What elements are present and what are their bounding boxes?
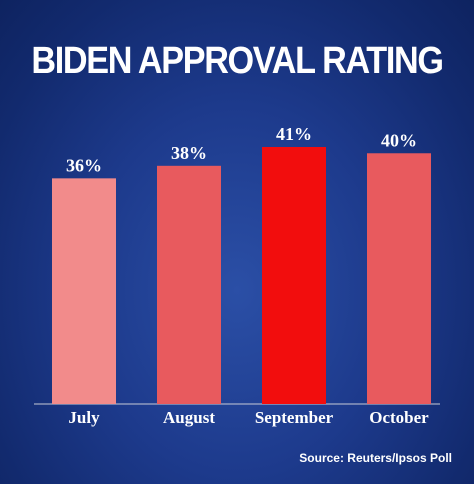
- category-label-september: September: [255, 408, 334, 427]
- value-label-october: 40%: [381, 130, 417, 150]
- bar-july: [52, 178, 116, 404]
- category-label-october: October: [369, 408, 429, 427]
- value-label-august: 38%: [171, 143, 207, 163]
- bar-september: [262, 147, 326, 404]
- bars-group: 36% July 38% August 41% September 40% October: [52, 124, 431, 427]
- source-note: Source: Reuters/Ipsos Poll: [299, 451, 452, 465]
- value-label-september: 41%: [276, 124, 312, 144]
- value-label-july: 36%: [66, 155, 102, 175]
- bar-august: [157, 165, 221, 404]
- category-label-august: August: [163, 408, 215, 427]
- chart-title: BIDEN APPROVAL RATING: [31, 40, 444, 82]
- bar-october: [367, 153, 431, 404]
- category-label-july: July: [68, 408, 100, 427]
